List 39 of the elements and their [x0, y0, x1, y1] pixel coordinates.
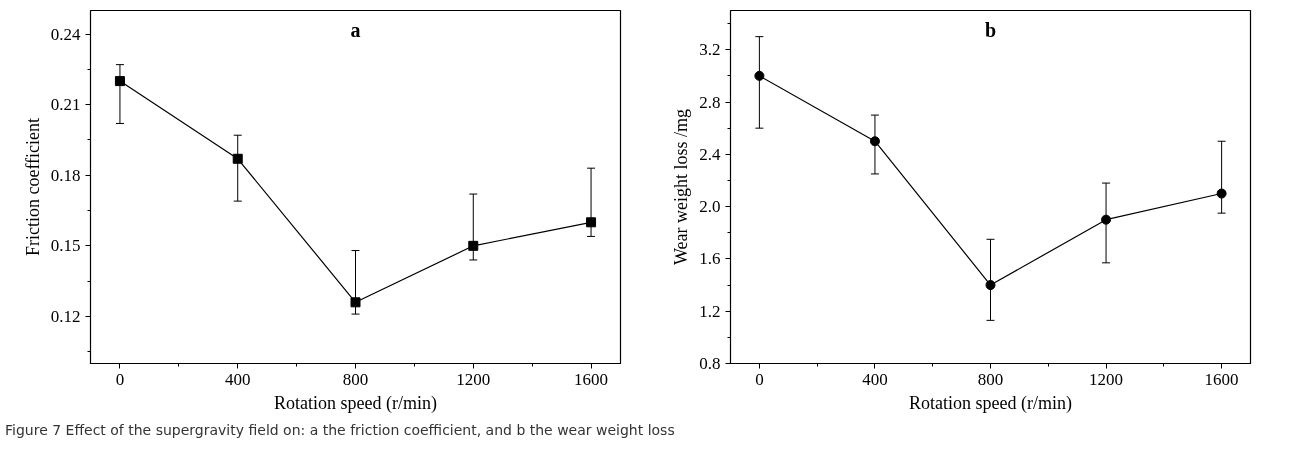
point	[586, 217, 597, 228]
caption: Figure 7 Effect of the supergravity field on: a the friction coefficient, and b the wear weight loss	[5, 421, 675, 440]
y-axis-title: Friction coefficient	[22, 117, 43, 257]
y-tick-label: 0.15	[50, 236, 81, 256]
point	[114, 76, 125, 87]
y-tick-label: 1.2	[699, 301, 721, 321]
point	[754, 70, 765, 81]
y-tick-label: 0.8	[699, 354, 721, 373]
x-tick-label: 800	[977, 369, 1004, 389]
point	[985, 280, 996, 291]
x-tick-label: 400	[224, 369, 251, 389]
y-tick-label: 3.2	[699, 40, 721, 60]
y-tick-label: 2.4	[699, 144, 721, 164]
y-tick-label: 1.6	[699, 249, 721, 269]
y-tick-label: 2.0	[699, 197, 721, 217]
x-axis-title: Rotation speed (r/min)	[909, 392, 1072, 414]
x-tick-label: 1600	[574, 369, 609, 389]
x-tick-label: 0	[755, 369, 764, 389]
y-tick-label: 2.8	[699, 92, 721, 112]
y-tick-label: 0.24	[50, 24, 81, 44]
point	[1101, 214, 1112, 225]
x-tick-label: 400	[862, 369, 888, 389]
x-axis-title: Rotation speed (r/min)	[274, 392, 437, 414]
x-tick-label: 800	[342, 369, 369, 389]
point	[869, 136, 880, 147]
chart-title: a	[350, 18, 361, 41]
x-tick-label: 0	[115, 369, 125, 389]
y-tick-label: 0.12	[50, 306, 81, 326]
y-axis-title: Wear weight loss /mg	[671, 108, 692, 266]
y-tick-label: 0.21	[50, 95, 81, 115]
chart-title: b	[984, 18, 997, 41]
point	[1216, 188, 1227, 199]
x-tick-label: 1600	[1204, 369, 1239, 389]
point	[468, 240, 479, 251]
point	[232, 153, 243, 164]
y-tick-label: 0.18	[50, 165, 81, 185]
x-tick-label: 1200	[1089, 369, 1124, 389]
point	[350, 297, 361, 308]
x-tick-label: 1200	[456, 369, 491, 389]
